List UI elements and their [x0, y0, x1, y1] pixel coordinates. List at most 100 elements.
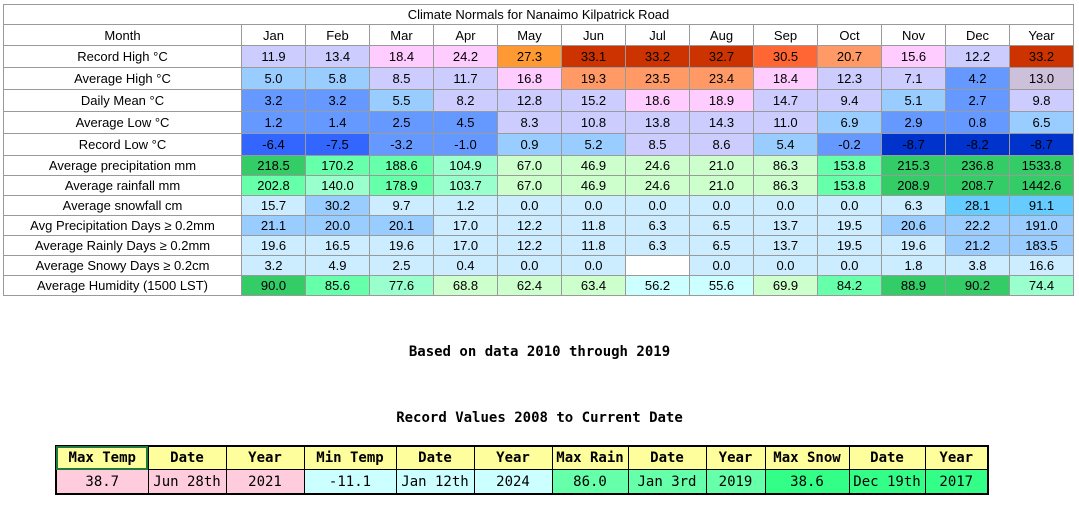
records-value-cell: 2017 [924, 469, 989, 495]
table-cell: 202.8 [241, 175, 306, 196]
table-cell: 19.6 [881, 235, 946, 256]
column-header: Sep [753, 24, 818, 46]
table-cell: 1.2 [433, 195, 498, 216]
table-cell: 5.4 [753, 133, 818, 156]
table-cell: 6.5 [1009, 111, 1074, 134]
table-cell: 63.4 [561, 275, 626, 296]
table-cell: -8.2 [945, 133, 1010, 156]
table-cell: -0.2 [817, 133, 882, 156]
records-header-cell: Year [473, 445, 553, 470]
table-cell: 16.5 [305, 235, 370, 256]
table-cell: 20.7 [817, 45, 882, 68]
row-label: Average Low °C [3, 111, 242, 134]
table-cell: 20.0 [305, 215, 370, 236]
records-header-cell: Min Temp [303, 445, 397, 470]
table-cell: 67.0 [497, 175, 562, 196]
table-cell: 21.2 [945, 235, 1010, 256]
table-cell: 0.4 [433, 255, 498, 276]
table-cell: 4.5 [433, 111, 498, 134]
table-cell: 20.1 [369, 215, 434, 236]
row-label: Record Low °C [3, 133, 242, 156]
table-cell: 86.3 [753, 155, 818, 176]
table-cell: 8.2 [433, 89, 498, 112]
column-header: Jan [241, 24, 306, 46]
row-label: Average Snowy Days ≥ 0.2cm [3, 255, 242, 276]
records-value-cell: Jan 12th [395, 469, 475, 495]
table-cell: 19.6 [241, 235, 306, 256]
table-cell: 13.8 [625, 111, 690, 134]
records-value-cell: -11.1 [303, 469, 397, 495]
table-cell: 12.2 [497, 215, 562, 236]
column-header: Mar [369, 24, 434, 46]
column-header: Aug [689, 24, 754, 46]
table-row: Average snowfall cm 15.7 30.2 9.7 1.2 0.0 0.0 0… [3, 195, 1074, 216]
table-cell: 15.6 [881, 45, 946, 68]
table-cell: 22.2 [945, 215, 1010, 236]
row-label: Avg Precipitation Days ≥ 0.2mm [3, 215, 242, 236]
table-cell: 12.8 [497, 89, 562, 112]
table-cell: 19.6 [369, 235, 434, 256]
table-cell: 208.7 [945, 175, 1010, 196]
table-cell: 24.6 [625, 175, 690, 196]
table-cell: 15.7 [241, 195, 306, 216]
record-values-table: Max Temp Date Year Min Temp Date Year Max Rain… [55, 445, 989, 495]
records-value-cell: Jun 28th [147, 469, 227, 495]
table-cell: 88.9 [881, 275, 946, 296]
table-cell: 2.5 [369, 111, 434, 134]
table-cell: 23.4 [689, 67, 754, 90]
table-cell: 6.3 [625, 235, 690, 256]
table-cell: 153.8 [817, 155, 882, 176]
records-header-cell: Date [395, 445, 475, 470]
records-value-cell: 38.6 [764, 469, 850, 495]
table-row: Average Snowy Days ≥ 0.2cm 3.2 4.9 2.5 0.4 0.… [3, 255, 1074, 276]
column-header: Jul [625, 24, 690, 46]
table-cell: 13.7 [753, 235, 818, 256]
column-header: Oct [817, 24, 882, 46]
table-cell: 8.5 [369, 67, 434, 90]
table-cell: 11.9 [241, 45, 306, 68]
records-value-cell: 2021 [225, 469, 305, 495]
table-cell: 21.0 [689, 155, 754, 176]
table-cell: 33.2 [625, 45, 690, 68]
table-cell: 86.3 [753, 175, 818, 196]
table-cell: 3.2 [305, 89, 370, 112]
table-cell: 1.2 [241, 111, 306, 134]
table-cell: 6.5 [689, 215, 754, 236]
table-cell: 17.0 [433, 215, 498, 236]
table-cell: 8.6 [689, 133, 754, 156]
table-cell: 11.0 [753, 111, 818, 134]
table-cell: 20.6 [881, 215, 946, 236]
table-row: Average precipitation mm 218.5 170.2 188.6 1… [3, 155, 1074, 176]
table-cell: 140.0 [305, 175, 370, 196]
table-cell: -6.4 [241, 133, 306, 156]
table-cell: 56.2 [625, 275, 690, 296]
table-cell: 2.5 [369, 255, 434, 276]
table-cell: 0.0 [689, 255, 754, 276]
table-cell: 0.0 [625, 195, 690, 216]
table-cell: 3.2 [241, 255, 306, 276]
table-cell: 208.9 [881, 175, 946, 196]
table-cell: 5.1 [881, 89, 946, 112]
records-value-row: 38.7 Jun 28th 2021 -11.1 Jan 12th 2024 86.0 Jan… [55, 469, 989, 495]
records-header-cell: Max Rain [551, 445, 629, 470]
table-cell: 3.8 [945, 255, 1010, 276]
table-cell: 0.0 [817, 255, 882, 276]
table-cell: 0.0 [817, 195, 882, 216]
table-cell: 55.6 [689, 275, 754, 296]
records-header-cell: Date [627, 445, 707, 470]
table-cell: 74.4 [1009, 275, 1074, 296]
table-cell: 5.0 [241, 67, 306, 90]
table-cell: 3.2 [241, 89, 306, 112]
table-cell: 18.6 [625, 89, 690, 112]
table-cell: 8.5 [625, 133, 690, 156]
table-cell: 13.4 [305, 45, 370, 68]
row-label: Average precipitation mm [3, 155, 242, 176]
table-cell: 104.9 [433, 155, 498, 176]
table-cell: 16.8 [497, 67, 562, 90]
table-cell: 19.5 [817, 235, 882, 256]
table-cell: 30.2 [305, 195, 370, 216]
table-cell: 170.2 [305, 155, 370, 176]
table-cell: 9.4 [817, 89, 882, 112]
table-cell: 14.3 [689, 111, 754, 134]
table-row: Record High °C 11.9 13.4 18.4 24.2 27.3 33.1 33… [3, 45, 1074, 68]
